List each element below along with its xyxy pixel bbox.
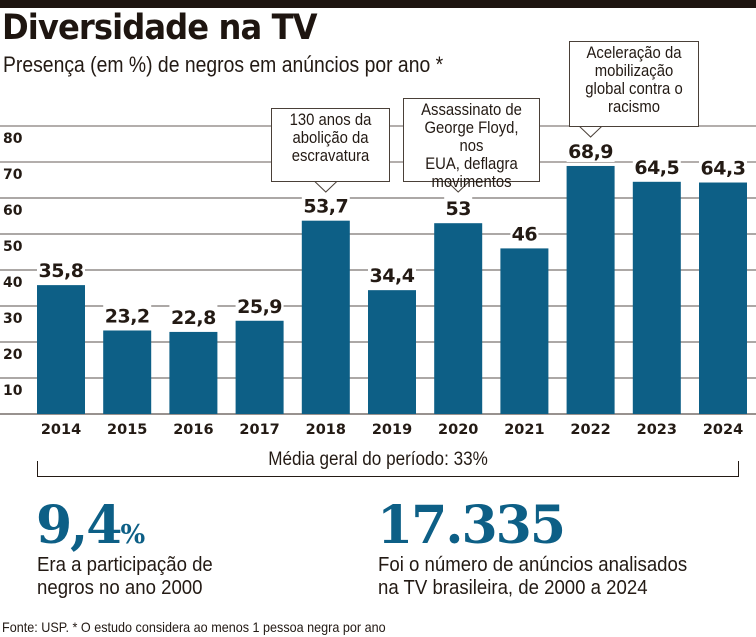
top-rule xyxy=(0,0,756,8)
x-tick-label: 2019 xyxy=(372,422,412,438)
value-label-backing xyxy=(510,218,539,245)
value-label: 64,5 xyxy=(634,157,679,179)
bar-2014 xyxy=(37,285,85,414)
x-tick-label: 2016 xyxy=(173,422,213,438)
value-label-backing xyxy=(368,260,416,287)
value-label: 23,2 xyxy=(105,305,150,327)
value-label: 22,8 xyxy=(171,307,216,329)
value-label-backing xyxy=(301,190,350,217)
value-label: 53 xyxy=(445,198,470,220)
bar-2015 xyxy=(103,330,152,414)
annotation-line: global contra o xyxy=(585,80,683,98)
value-label-backing xyxy=(699,152,747,179)
stat-2000-line1: Era a participação de xyxy=(37,554,213,576)
x-tick-label: 2024 xyxy=(703,422,743,438)
stat-2000-line2: negros no ano 2000 xyxy=(37,577,203,599)
annotation-line: racismo xyxy=(607,98,660,116)
stat-2000-share: 9,4% xyxy=(36,500,145,561)
average-label: Média geral do período: 33% xyxy=(268,449,488,470)
stat-2000-unit: % xyxy=(120,520,146,550)
x-tick-label: 2018 xyxy=(306,422,346,438)
annotation-line: mobilização xyxy=(594,62,674,80)
value-label: 46 xyxy=(512,223,538,245)
value-label: 34,4 xyxy=(370,265,415,287)
bar-2021 xyxy=(500,248,549,414)
bar-2023 xyxy=(632,181,681,414)
y-tick-label: 50 xyxy=(3,239,23,255)
value-label: 25,9 xyxy=(237,296,282,318)
annotation-pointer xyxy=(314,181,338,193)
y-tick-label: 60 xyxy=(3,203,23,219)
annotation-pointer xyxy=(446,181,470,193)
x-tick-label: 2023 xyxy=(637,422,677,438)
annotation-line: Assassinato de xyxy=(421,101,522,119)
annotation-line: EUA, deflagra xyxy=(425,155,518,173)
y-tick-label: 30 xyxy=(3,311,23,327)
stat-ads-count: 17.335 xyxy=(377,500,566,552)
stat-2000-value: 9,4 xyxy=(36,495,122,556)
bar-2020 xyxy=(434,223,483,414)
stat-ads-description: Foi o número de anúncios analisados na T… xyxy=(378,554,687,600)
value-label: 64,3 xyxy=(701,158,746,180)
annotation-line: movimentos xyxy=(431,173,512,191)
average-bracket xyxy=(37,461,739,477)
annotation-line: Aceleração da xyxy=(586,44,682,62)
x-tick-label: 2021 xyxy=(504,422,544,438)
stat-2000-description: Era a participação de negros no ano 2000 xyxy=(37,554,213,600)
source-note: Fonte: USP. * O estudo considera ao meno… xyxy=(2,619,386,635)
value-label-backing xyxy=(235,290,284,317)
y-tick-label: 70 xyxy=(3,167,23,183)
annotation-pointer xyxy=(579,126,602,138)
value-label: 68,9 xyxy=(568,141,613,163)
annotation-line: George Floyd, nos xyxy=(424,119,519,155)
bar-2022 xyxy=(566,165,615,414)
value-label-backing xyxy=(566,135,615,162)
bar-2019 xyxy=(368,290,416,414)
stat-ads-value: 17.335 xyxy=(377,495,566,556)
bar-2016 xyxy=(169,331,218,414)
annotation-line: escravatura xyxy=(291,147,370,165)
annotation-2018: 130 anos da abolição da escravatura xyxy=(271,108,390,182)
x-tick-label: 2022 xyxy=(570,422,610,438)
bar-2024 xyxy=(699,182,747,414)
y-tick-label: 10 xyxy=(3,383,23,399)
y-tick-label: 80 xyxy=(3,131,23,147)
value-label: 35,8 xyxy=(39,260,84,282)
value-label-backing xyxy=(169,301,218,328)
y-tick-label: 20 xyxy=(3,347,23,363)
annotation-2020: Assassinato de George Floyd, nos EUA, defl… xyxy=(403,98,540,191)
bar-2018 xyxy=(301,220,350,414)
chart-title: Diversidade na TV xyxy=(2,8,318,48)
x-tick-label: 2014 xyxy=(41,422,81,438)
chart-subtitle: Presença (em %) de negros em anúncios po… xyxy=(3,52,444,77)
x-tick-label: 2020 xyxy=(438,422,478,438)
value-label-backing xyxy=(103,300,152,327)
x-tick-label: 2015 xyxy=(107,422,147,438)
y-tick-label: 40 xyxy=(3,275,23,291)
value-label: 53,7 xyxy=(303,196,348,218)
annotation-line: abolição da xyxy=(292,129,369,147)
x-tick-label: 2017 xyxy=(239,422,279,438)
value-label-backing xyxy=(444,193,473,220)
value-label-backing xyxy=(632,151,681,178)
bar-2017 xyxy=(235,320,284,414)
value-label-backing xyxy=(37,255,85,282)
stat-ads-line2: na TV brasileira, de 2000 a 2024 xyxy=(378,577,648,599)
stat-ads-line1: Foi o número de anúncios analisados xyxy=(378,554,688,576)
annotation-line: 130 anos da xyxy=(289,111,372,129)
